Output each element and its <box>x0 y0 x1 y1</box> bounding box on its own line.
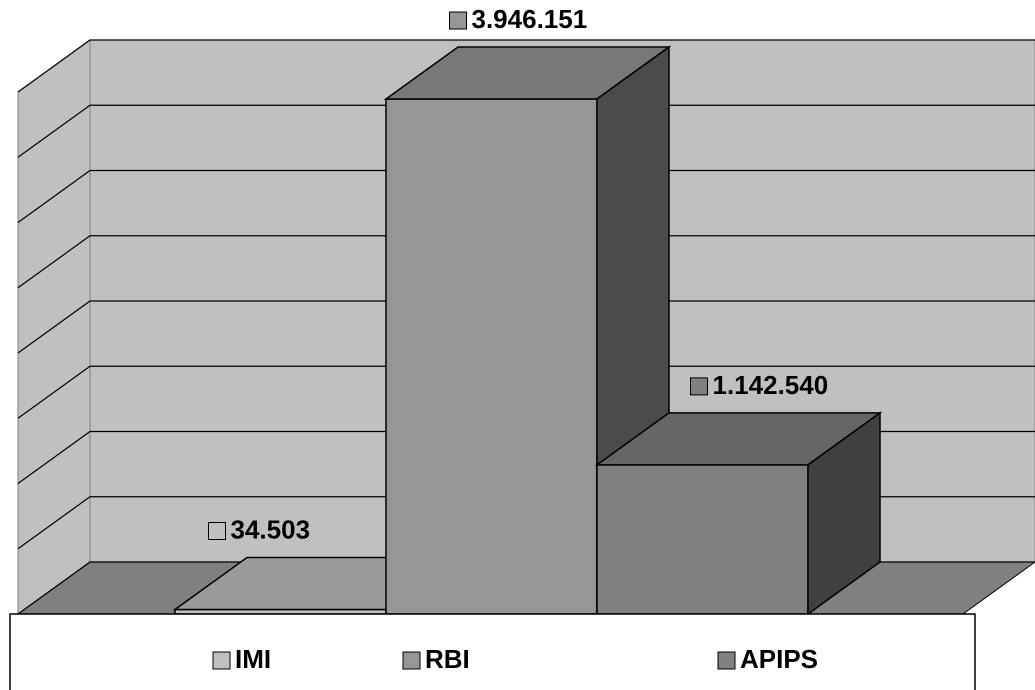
value-label-marker <box>209 522 226 539</box>
bar <box>597 465 808 614</box>
value-label-marker <box>691 378 708 395</box>
legend-label: RBI <box>425 644 470 674</box>
bar <box>386 99 597 614</box>
legend-box <box>10 614 975 690</box>
legend-label: APIPS <box>740 644 818 674</box>
value-label: 1.142.540 <box>713 370 829 400</box>
value-label-marker <box>450 12 467 29</box>
legend-marker <box>213 652 230 669</box>
value-label: 34.503 <box>231 514 311 544</box>
value-label: 3.946.151 <box>472 4 588 34</box>
legend-label: IMI <box>235 644 271 674</box>
legend-marker <box>718 652 735 669</box>
legend-marker <box>403 652 420 669</box>
